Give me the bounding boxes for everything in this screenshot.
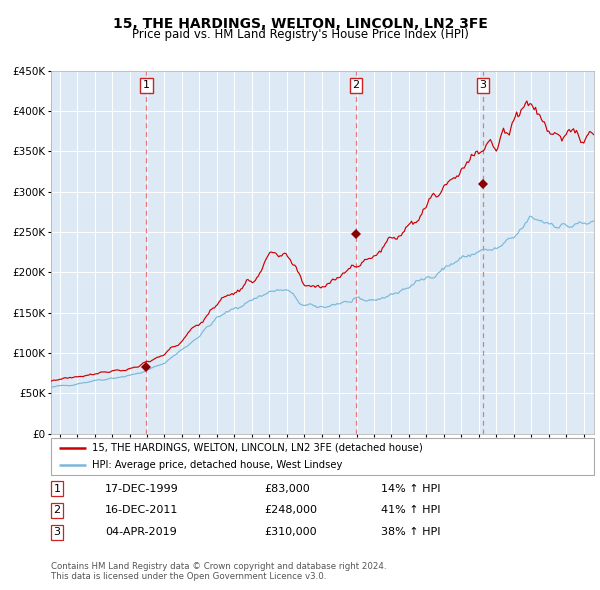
Text: 1: 1	[143, 80, 150, 90]
Text: 38% ↑ HPI: 38% ↑ HPI	[381, 527, 440, 537]
Text: 1: 1	[53, 484, 61, 493]
Text: 2: 2	[53, 506, 61, 515]
Text: 16-DEC-2011: 16-DEC-2011	[105, 506, 178, 515]
Text: This data is licensed under the Open Government Licence v3.0.: This data is licensed under the Open Gov…	[51, 572, 326, 581]
Text: 17-DEC-1999: 17-DEC-1999	[105, 484, 179, 493]
Text: Contains HM Land Registry data © Crown copyright and database right 2024.: Contains HM Land Registry data © Crown c…	[51, 562, 386, 571]
Text: 04-APR-2019: 04-APR-2019	[105, 527, 177, 537]
Text: 14% ↑ HPI: 14% ↑ HPI	[381, 484, 440, 493]
Text: 15, THE HARDINGS, WELTON, LINCOLN, LN2 3FE (detached house): 15, THE HARDINGS, WELTON, LINCOLN, LN2 3…	[92, 443, 422, 453]
FancyBboxPatch shape	[51, 438, 594, 475]
Text: 3: 3	[53, 527, 61, 537]
Text: 3: 3	[479, 80, 487, 90]
Text: 41% ↑ HPI: 41% ↑ HPI	[381, 506, 440, 515]
Text: Price paid vs. HM Land Registry's House Price Index (HPI): Price paid vs. HM Land Registry's House …	[131, 28, 469, 41]
Text: 2: 2	[352, 80, 359, 90]
Text: 15, THE HARDINGS, WELTON, LINCOLN, LN2 3FE: 15, THE HARDINGS, WELTON, LINCOLN, LN2 3…	[113, 17, 487, 31]
Text: £310,000: £310,000	[264, 527, 317, 537]
Text: HPI: Average price, detached house, West Lindsey: HPI: Average price, detached house, West…	[92, 460, 342, 470]
Text: £248,000: £248,000	[264, 506, 317, 515]
Text: £83,000: £83,000	[264, 484, 310, 493]
